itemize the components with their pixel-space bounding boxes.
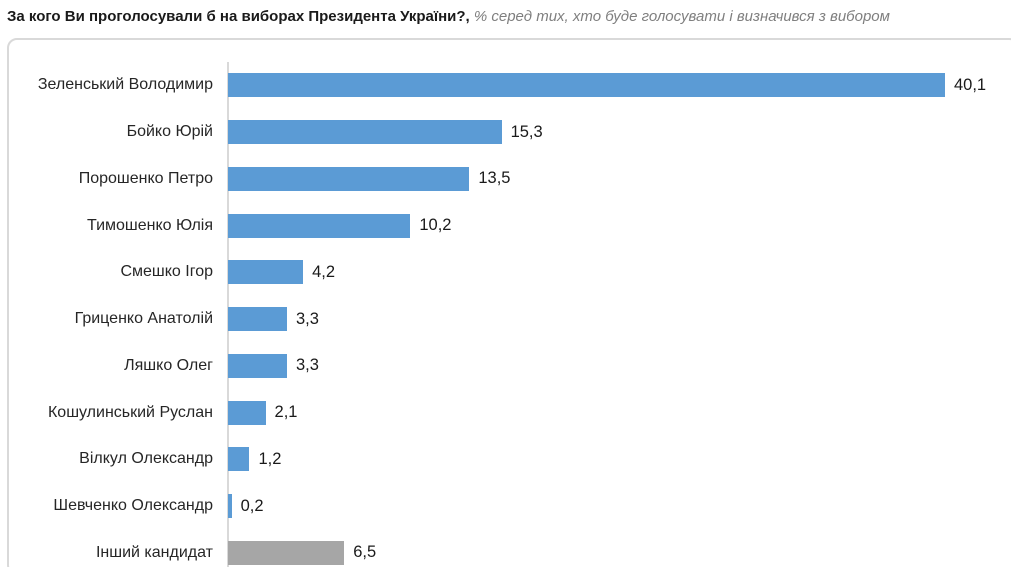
bar-area: 6,5 (228, 530, 1011, 567)
category-label: Ляшко Олег (124, 356, 213, 374)
bar-area: 1,2 (228, 436, 1011, 483)
bar-row: Шевченко Олександр 0,2 (0, 483, 1011, 530)
category-label: Шевченко Олександр (53, 497, 213, 515)
bar-row: Інший кандидат 6,5 (0, 530, 1011, 567)
value-label: 6,5 (353, 543, 377, 562)
value-label: 3,3 (296, 356, 319, 375)
bar-area: 2,1 (228, 389, 1011, 436)
category-label: Тимошенко Юлія (87, 216, 213, 234)
chart-title: За кого Ви проголосували б на виборах Пр… (7, 7, 1007, 27)
chart-title-question: За кого Ви проголосували б на виборах Пр… (7, 8, 470, 25)
value-label: 0,2 (240, 496, 264, 515)
bar-row: Ляшко Олег 3,3 (0, 343, 1011, 390)
category-label: Вілкул Олександр (79, 450, 213, 468)
bar (228, 213, 411, 238)
bar-area: 0,2 (228, 483, 1011, 530)
bar-area: 15,3 (228, 109, 1011, 156)
bar-area: 13,5 (228, 156, 1011, 203)
bar-area: 3,3 (228, 296, 1011, 343)
category-label: Кошулинський Руслан (47, 403, 213, 421)
bar-row: Кошулинський Руслан 2,1 (0, 389, 1011, 436)
bar (228, 307, 287, 332)
chart-title-note: % серед тих, хто буде голосувати і визна… (469, 8, 890, 25)
value-label: 13,5 (478, 169, 511, 188)
bar-row: Вілкул Олександр 1,2 (0, 436, 1011, 483)
category-label: Гриценко Анатолій (74, 310, 213, 328)
bar (228, 353, 287, 378)
bar (228, 540, 345, 565)
value-label: 15,3 (510, 122, 543, 141)
bar-row: Бойко Юрій 15,3 (0, 109, 1011, 156)
bar (228, 494, 232, 519)
bar-row: Гриценко Анатолій 3,3 (0, 296, 1011, 343)
bar-row: Тимошенко Юлія 10,2 (0, 202, 1011, 249)
value-label: 1,2 (258, 449, 282, 468)
value-label: 4,2 (312, 262, 336, 281)
bar-row: Зеленський Володимир 40,1 (0, 62, 1011, 109)
category-label: Інший кандидат (95, 543, 213, 561)
bar-rows: Зеленський Володимир 40,1 Бойко Юрій 15,3 По… (0, 62, 1011, 567)
category-label: Зеленський Володимир (37, 76, 213, 94)
bar (228, 166, 470, 191)
bar-area: 3,3 (228, 343, 1011, 390)
bar (228, 447, 250, 472)
bar (228, 260, 304, 285)
category-label: Порошенко Петро (78, 169, 213, 187)
bar-row: Смешко Ігор 4,2 (0, 249, 1011, 296)
bar-row: Порошенко Петро 13,5 (0, 156, 1011, 203)
category-label: Смешко Ігор (120, 263, 213, 281)
value-label: 3,3 (296, 309, 319, 328)
category-label: Бойко Юрій (126, 123, 213, 141)
bar (228, 400, 266, 425)
bar (228, 120, 502, 145)
bar (228, 73, 945, 98)
bar-area: 10,2 (228, 202, 1011, 249)
bar-area: 4,2 (228, 249, 1011, 296)
value-label: 2,1 (274, 403, 298, 422)
value-label: 10,2 (419, 216, 452, 235)
bar-area: 40,1 (228, 62, 1011, 109)
value-label: 40,1 (954, 75, 987, 94)
chart-frame (7, 38, 1011, 567)
